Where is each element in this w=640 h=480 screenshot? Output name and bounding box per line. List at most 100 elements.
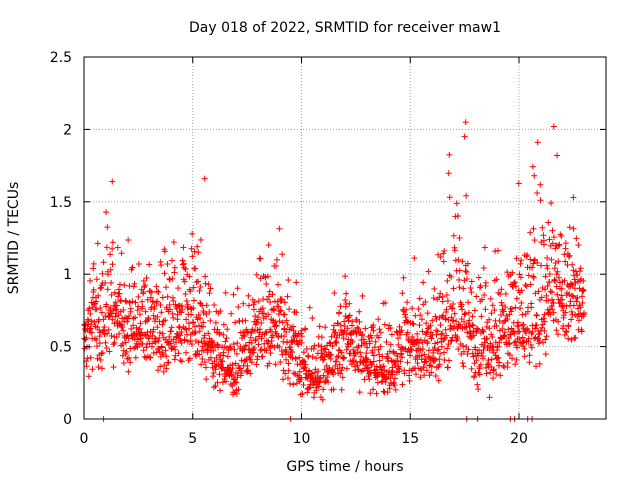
data-point (526, 352, 533, 359)
data-point (416, 295, 423, 302)
data-point (163, 365, 170, 372)
data-point (300, 349, 307, 356)
data-point (116, 290, 123, 297)
data-point (141, 331, 148, 338)
data-point (259, 353, 266, 360)
data-point (542, 273, 549, 280)
data-point (235, 364, 242, 371)
data-point (212, 366, 219, 373)
data-point (240, 332, 247, 339)
data-point (160, 368, 167, 375)
data-point (340, 355, 347, 362)
data-point (161, 270, 168, 277)
data-point (431, 285, 438, 292)
data-point (350, 358, 357, 365)
data-point (267, 328, 274, 335)
data-point (546, 236, 553, 243)
data-point (459, 306, 466, 313)
data-point (130, 322, 137, 329)
data-point (316, 323, 323, 330)
data-point (452, 247, 459, 254)
data-point (555, 242, 562, 249)
data-point (359, 292, 366, 299)
data-point (162, 317, 169, 324)
data-point (201, 332, 208, 339)
data-point (113, 307, 120, 314)
data-point (355, 325, 362, 332)
data-point (298, 339, 305, 346)
data-point (110, 307, 117, 314)
data-point (450, 317, 457, 324)
data-point (405, 335, 412, 342)
data-point (544, 283, 551, 290)
data-point (107, 251, 114, 258)
data-point (437, 321, 444, 328)
data-point (188, 341, 195, 348)
data-point (505, 326, 512, 333)
data-point (219, 379, 226, 386)
data-point (336, 361, 343, 368)
data-point (210, 347, 217, 354)
data-point (191, 248, 198, 255)
plot-frame (83, 56, 607, 420)
data-point (83, 363, 90, 370)
data-point (309, 353, 316, 360)
data-point (515, 180, 522, 187)
data-point (346, 312, 353, 319)
data-point (409, 320, 416, 327)
x-axis-label: GPS time / hours (286, 459, 403, 475)
data-point (500, 333, 507, 340)
data-point (404, 359, 411, 366)
data-point (278, 347, 285, 354)
data-point (252, 327, 259, 334)
data-point (285, 375, 292, 382)
data-point (574, 305, 581, 312)
data-point (443, 292, 450, 299)
data-point (517, 260, 524, 267)
data-point (573, 235, 580, 242)
data-point (145, 316, 152, 323)
data-point (117, 297, 124, 304)
data-point (521, 353, 528, 360)
data-point (446, 194, 453, 201)
data-point (223, 335, 230, 342)
data-point (410, 321, 417, 328)
data-point (242, 317, 249, 324)
data-point (527, 281, 534, 288)
data-point (359, 331, 366, 338)
data-point (301, 364, 308, 371)
data-point (417, 374, 424, 381)
data-point (520, 343, 527, 350)
data-point (216, 371, 223, 378)
data-point (281, 333, 288, 340)
data-point (279, 319, 286, 326)
data-point (548, 289, 555, 296)
data-point (549, 240, 556, 247)
data-point (221, 344, 228, 351)
data-point (481, 244, 488, 251)
data-point (450, 232, 457, 239)
data-point (228, 310, 235, 317)
data-point (328, 351, 335, 358)
data-point (542, 336, 549, 343)
data-point (150, 326, 157, 333)
data-point (376, 351, 383, 358)
data-point (281, 299, 288, 306)
data-point (556, 299, 563, 306)
data-point (547, 311, 554, 318)
data-point (134, 307, 141, 314)
data-point (90, 286, 97, 293)
data-point (128, 325, 135, 332)
data-point (185, 320, 192, 327)
data-point (398, 350, 405, 357)
data-point (407, 352, 414, 359)
data-point (145, 333, 152, 340)
data-point (130, 283, 137, 290)
data-point (395, 335, 402, 342)
data-point (374, 379, 381, 386)
data-point (566, 224, 573, 231)
data-point (416, 322, 423, 329)
data-point (107, 266, 114, 273)
data-point (156, 348, 163, 355)
data-point (274, 298, 281, 305)
